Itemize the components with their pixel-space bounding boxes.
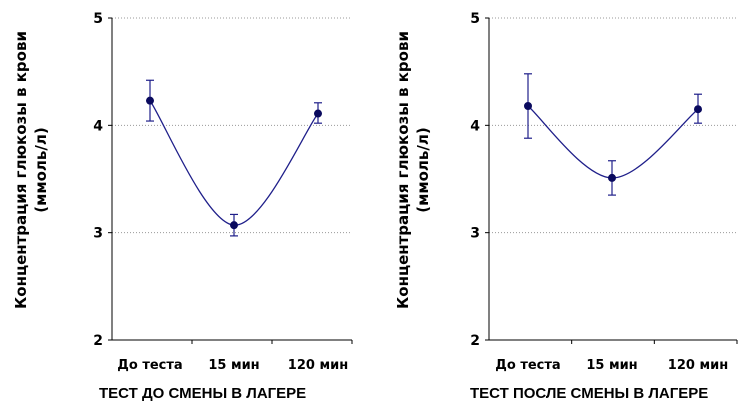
y-axis-label-right-line1: Концентрация глюкозы в крови <box>394 31 412 309</box>
y-tick-label-right: 3 <box>470 226 480 242</box>
x-tick-label-left: До теста <box>117 358 182 373</box>
series-line-right <box>527 105 699 179</box>
y-tick-label-left: 5 <box>93 11 103 27</box>
series-line-left <box>149 100 319 226</box>
data-point-right <box>524 102 532 111</box>
y-axis-label-left-line1: Концентрация глюкозы в крови <box>12 31 30 309</box>
chart-left: 2 3 4 5 До теста 15 мин 120 мин <box>93 11 353 373</box>
y-tick-label-left: 3 <box>93 226 103 242</box>
data-point-right <box>694 105 702 114</box>
x-tick-label-right: До теста <box>495 358 560 373</box>
chart-right: 2 3 4 5 До теста 15 мин 120 мин <box>470 11 738 373</box>
y-axis-label-left-line2: (ммоль/л) <box>32 127 50 213</box>
y-tick-label-right: 5 <box>470 11 480 27</box>
data-point-left <box>314 109 322 118</box>
caption-right: ТЕСТ ПОСЛЕ СМЕНЫ В ЛАГЕРЕ <box>470 385 709 402</box>
data-point-left <box>230 221 238 230</box>
data-point-right <box>608 173 616 182</box>
data-point-left <box>146 96 154 105</box>
x-tick-label-right: 120 мин <box>668 358 728 373</box>
x-tick-label-left: 120 мин <box>288 358 348 373</box>
y-axis-label-left: Концентрация глюкозы в крови (ммоль/л) <box>11 20 51 320</box>
x-tick-label-left: 15 мин <box>208 358 259 373</box>
y-tick-label-right: 4 <box>470 118 480 134</box>
y-tick-label-right: 2 <box>470 333 480 349</box>
y-axis-label-right-line2: (ммоль/л) <box>414 127 432 213</box>
y-axis-label-right: Концентрация глюкозы в крови (ммоль/л) <box>393 20 433 320</box>
y-tick-label-left: 4 <box>93 118 103 134</box>
caption-left: ТЕСТ ДО СМЕНЫ В ЛАГЕРЕ <box>99 385 307 402</box>
y-tick-label-left: 2 <box>93 333 103 349</box>
x-tick-label-right: 15 мин <box>586 358 637 373</box>
